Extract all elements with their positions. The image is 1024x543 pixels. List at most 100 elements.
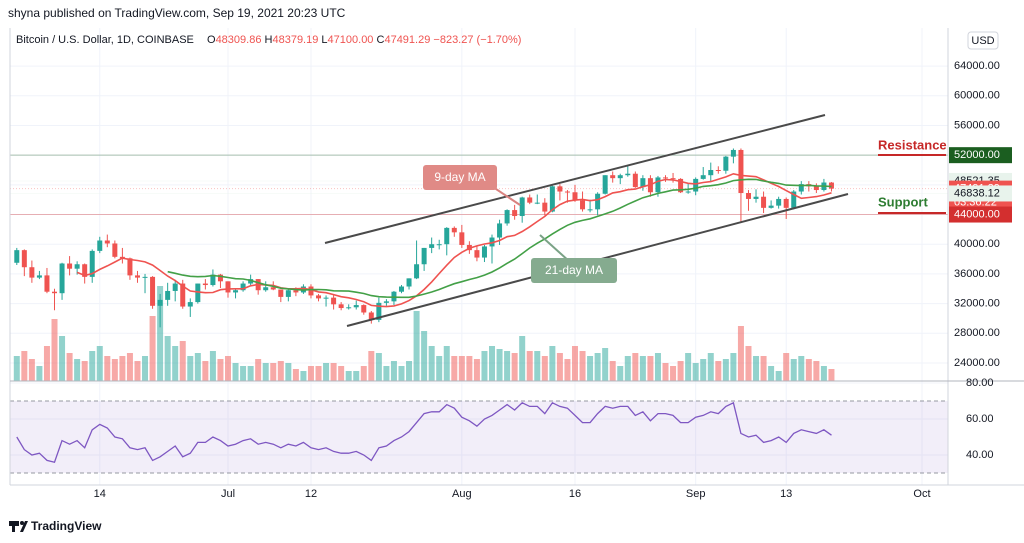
candle-body xyxy=(580,200,586,210)
y-tick-label: 32000.00 xyxy=(954,297,1000,309)
volume-bar xyxy=(700,359,707,381)
candle-body xyxy=(180,283,186,307)
currency-box[interactable] xyxy=(967,31,999,50)
channel-upper xyxy=(324,114,826,244)
candle-body xyxy=(474,250,480,258)
volume-bar xyxy=(813,361,820,381)
volume-bar xyxy=(398,366,405,381)
candle-body xyxy=(791,191,797,208)
candle-body xyxy=(202,283,208,286)
candle-body xyxy=(504,210,510,224)
volume-bar xyxy=(685,353,692,381)
candle-body xyxy=(270,287,276,290)
candle-body xyxy=(278,289,284,297)
volume-bar xyxy=(406,361,413,381)
volume-bar xyxy=(89,351,96,381)
volume-bar xyxy=(126,353,133,381)
volume-bar xyxy=(74,359,81,381)
volume-bar xyxy=(149,316,156,381)
candle-body xyxy=(542,202,548,212)
volume-bar xyxy=(594,353,601,381)
candle-body xyxy=(308,286,314,296)
candle-body xyxy=(436,244,442,246)
candle-body xyxy=(233,290,239,293)
volume-bar xyxy=(526,351,533,381)
candle-body xyxy=(240,283,246,291)
volume-bar xyxy=(753,356,760,381)
candle-body xyxy=(74,264,80,269)
candle-body xyxy=(142,276,148,278)
volume-bar xyxy=(360,366,367,381)
currency[interactable]: USD xyxy=(971,35,994,47)
volume-bar xyxy=(564,359,571,381)
volume-bar xyxy=(745,346,752,381)
volume-bar xyxy=(323,363,330,381)
candle-body xyxy=(527,197,533,203)
candle-body xyxy=(685,191,691,193)
candle-body xyxy=(217,274,223,282)
volume-bar xyxy=(473,359,480,381)
high-value: 48379.19 xyxy=(272,34,318,46)
candle-body xyxy=(331,297,337,305)
volume-bar xyxy=(217,359,224,381)
ma-fast-box xyxy=(423,165,497,190)
support-label: Support xyxy=(878,194,928,209)
candle-body xyxy=(44,275,50,292)
candle-body xyxy=(715,170,721,172)
price-tag xyxy=(949,147,1012,164)
candle-body xyxy=(587,209,593,211)
candle-body xyxy=(187,302,193,307)
volume-bar xyxy=(240,366,247,381)
volume-bar xyxy=(662,363,669,381)
volume-bar xyxy=(436,356,443,381)
volume-bar xyxy=(51,319,58,381)
volume-bar xyxy=(383,366,390,381)
volume-bar xyxy=(617,366,624,381)
volume-bar xyxy=(338,366,345,381)
x-tick-label: Jul xyxy=(221,488,235,500)
volume-bar xyxy=(798,356,805,381)
volume-bar xyxy=(654,353,661,381)
volume-bar xyxy=(224,356,231,381)
volume-bar xyxy=(737,326,744,381)
y-tick-label: 24000.00 xyxy=(954,357,1000,369)
candle-body xyxy=(150,276,156,306)
candle-body xyxy=(745,193,751,199)
candle-body xyxy=(617,175,623,179)
candle-body xyxy=(263,287,269,291)
candle-body xyxy=(512,210,518,217)
volume-bar xyxy=(21,351,28,381)
volume-bar xyxy=(775,371,782,381)
candle-body xyxy=(398,286,404,292)
volume-bar xyxy=(119,356,126,381)
volume-bar xyxy=(670,366,677,381)
candle-body xyxy=(813,186,819,191)
price-tag xyxy=(949,206,1012,223)
candle-body xyxy=(421,247,427,265)
volume-bar xyxy=(202,361,209,381)
candle-body xyxy=(406,278,412,287)
volume-bar xyxy=(541,356,548,381)
volume-bar xyxy=(511,353,518,381)
volume-layer xyxy=(13,286,835,381)
volume-bar xyxy=(820,366,827,381)
volume-bar xyxy=(307,366,314,381)
volume-bar xyxy=(413,311,420,381)
low-value: 47100.00 xyxy=(328,34,374,46)
volume-bar xyxy=(783,353,790,381)
candle-body xyxy=(595,193,601,210)
candle-body xyxy=(670,178,676,180)
volume-bar xyxy=(609,361,616,381)
volume-bar xyxy=(639,356,646,381)
volume-bar xyxy=(587,356,594,381)
ma-slow-arrow xyxy=(539,234,571,263)
volume-bar xyxy=(632,353,639,381)
candle-body xyxy=(353,305,359,308)
ma-slow-line xyxy=(167,178,832,299)
candle-body xyxy=(783,198,789,208)
candle-body xyxy=(655,177,661,193)
price-tag-label: 46838.12 xyxy=(954,187,1000,199)
x-tick-label: Sep xyxy=(686,488,706,500)
y-tick-label: 36000.00 xyxy=(954,268,1000,280)
candle-body xyxy=(165,290,171,300)
